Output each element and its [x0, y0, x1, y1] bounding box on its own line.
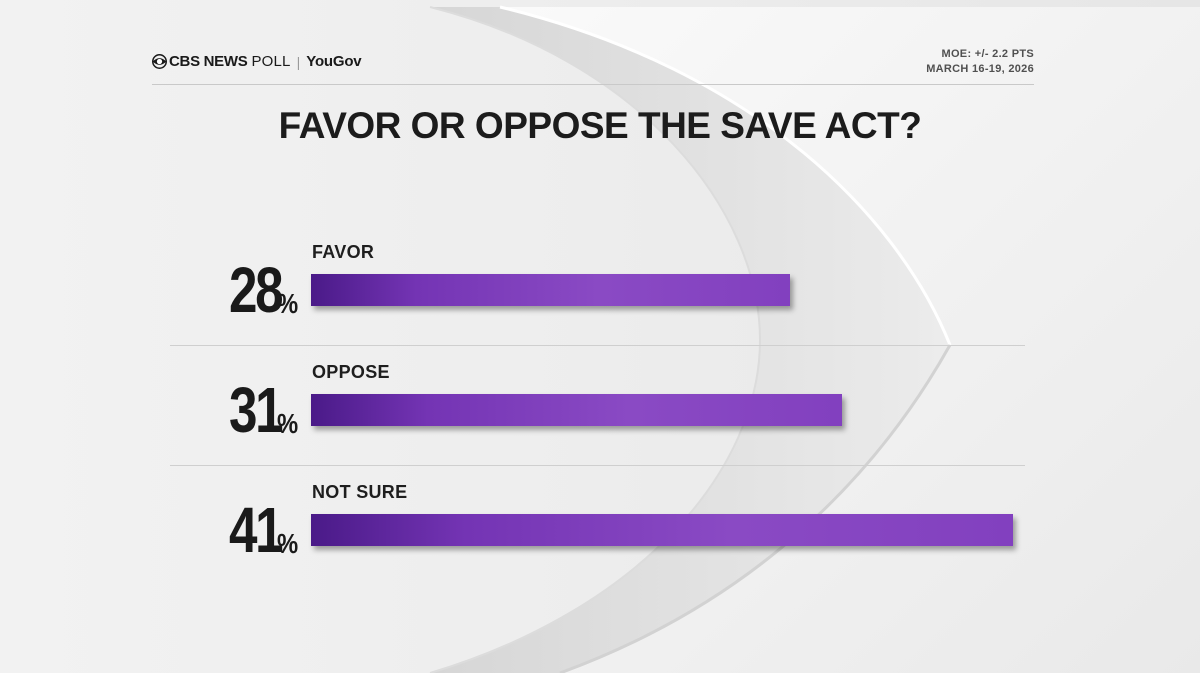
value-label: 31%	[166, 352, 302, 442]
value-label: 28%	[166, 232, 302, 322]
brand-poll: POLL	[251, 53, 291, 70]
value-label: 41%	[166, 472, 302, 562]
row-divider	[170, 465, 1025, 466]
value-unit: %	[277, 528, 299, 559]
bar	[311, 274, 790, 306]
bar	[311, 394, 842, 426]
value-unit: %	[277, 408, 299, 439]
value-number: 31	[228, 374, 284, 446]
brand-cbs-news: CBS NEWS	[169, 53, 248, 70]
row-divider	[170, 345, 1025, 346]
margin-of-error: MOE: +/- 2.2 PTS	[941, 48, 1034, 60]
cbs-eye-icon	[152, 54, 167, 69]
value-number: 28	[228, 254, 284, 326]
brand-logo: CBS NEWS POLL | YouGov	[152, 53, 362, 70]
chart-title: FAVOR OR OPPOSE THE SAVE ACT?	[278, 105, 922, 146]
bar	[311, 514, 1013, 546]
chart-row: 41% NOT SURE	[0, 472, 1200, 582]
header-divider	[152, 84, 1034, 85]
poll-meta: MOE: +/- 2.2 PTS MARCH 16-19, 2026	[926, 47, 1034, 77]
category-label: FAVOR	[312, 242, 375, 262]
chart-row: 28% FAVOR	[0, 232, 1200, 342]
value-unit: %	[277, 288, 299, 319]
category-label: OPPOSE	[312, 362, 390, 382]
category-label: NOT SURE	[312, 482, 408, 502]
poll-dates: MARCH 16-19, 2026	[926, 63, 1034, 75]
brand-separator: |	[296, 53, 301, 70]
brand-yougov: YouGov	[306, 53, 362, 70]
value-number: 41	[228, 494, 284, 566]
header: CBS NEWS POLL | YouGov MOE: +/- 2.2 PTS …	[152, 47, 1034, 83]
chart-row: 31% OPPOSE	[0, 352, 1200, 462]
